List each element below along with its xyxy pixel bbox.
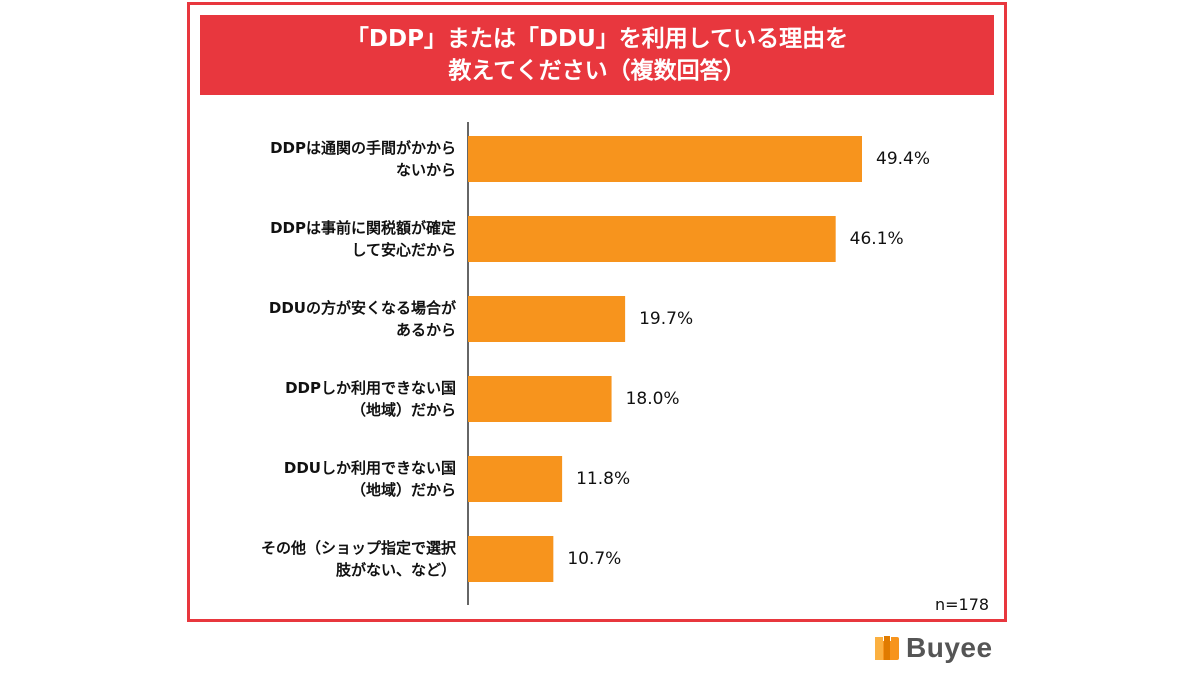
bar-4: [468, 376, 612, 422]
value-label-4: 18.0%: [625, 389, 680, 409]
value-label-5: 11.8%: [576, 469, 631, 489]
category-label-line: DDUしか利用できない国: [283, 459, 456, 477]
bar-3: [468, 296, 626, 342]
chart-frame: 「DDP」または「DDU」を利用している理由を 教えてください（複数回答）: [187, 2, 1007, 622]
bar-1: [468, 136, 862, 182]
bar-6: [468, 536, 554, 582]
category-label-line: 肢がない、など）: [335, 561, 456, 579]
buyee-logo-text: Buyee: [906, 632, 993, 663]
category-label-line: DDPしか利用できない国: [285, 379, 456, 397]
value-label-6: 10.7%: [567, 549, 622, 569]
value-label-1: 49.4%: [876, 149, 931, 169]
value-label-2: 46.1%: [849, 229, 904, 249]
category-label-3: DDUの方が安くなる場合があるから: [216, 297, 456, 341]
category-label-line: （地域）だから: [350, 401, 456, 419]
category-label-line: その他（ショップ指定で選択: [260, 539, 456, 557]
category-label-line: DDUの方が安くなる場合が: [268, 299, 456, 317]
category-label-line: ないから: [395, 161, 456, 179]
chart-title-line-1: 「DDP」または「DDU」を利用している理由を: [345, 26, 849, 52]
category-label-6: その他（ショップ指定で選択肢がない、など）: [216, 537, 456, 581]
buyee-logo: Buyee: [872, 632, 993, 664]
bar-2: [468, 216, 836, 262]
category-label-line: あるから: [395, 321, 456, 339]
category-label-line: DDPは事前に関税額が確定: [270, 219, 456, 237]
chart-title-line-2: 教えてください（複数回答）: [448, 58, 746, 84]
sample-size-note: n=178: [935, 595, 990, 614]
category-label-line: して安心だから: [351, 241, 456, 259]
category-label-line: （地域）だから: [350, 481, 456, 499]
bar-5: [468, 456, 563, 502]
value-label-3: 19.7%: [639, 309, 694, 329]
buyee-box-icon: [875, 635, 899, 660]
chart-title: 「DDP」または「DDU」を利用している理由を 教えてください（複数回答）: [200, 15, 994, 95]
category-label-1: DDPは通関の手間がかからないから: [216, 137, 456, 181]
category-label-2: DDPは事前に関税額が確定して安心だから: [216, 217, 456, 261]
category-label-5: DDUしか利用できない国 （地域）だから: [216, 457, 456, 501]
category-label-line: DDPは通関の手間がかから: [270, 139, 456, 157]
category-label-4: DDPしか利用できない国 （地域）だから: [216, 377, 456, 421]
